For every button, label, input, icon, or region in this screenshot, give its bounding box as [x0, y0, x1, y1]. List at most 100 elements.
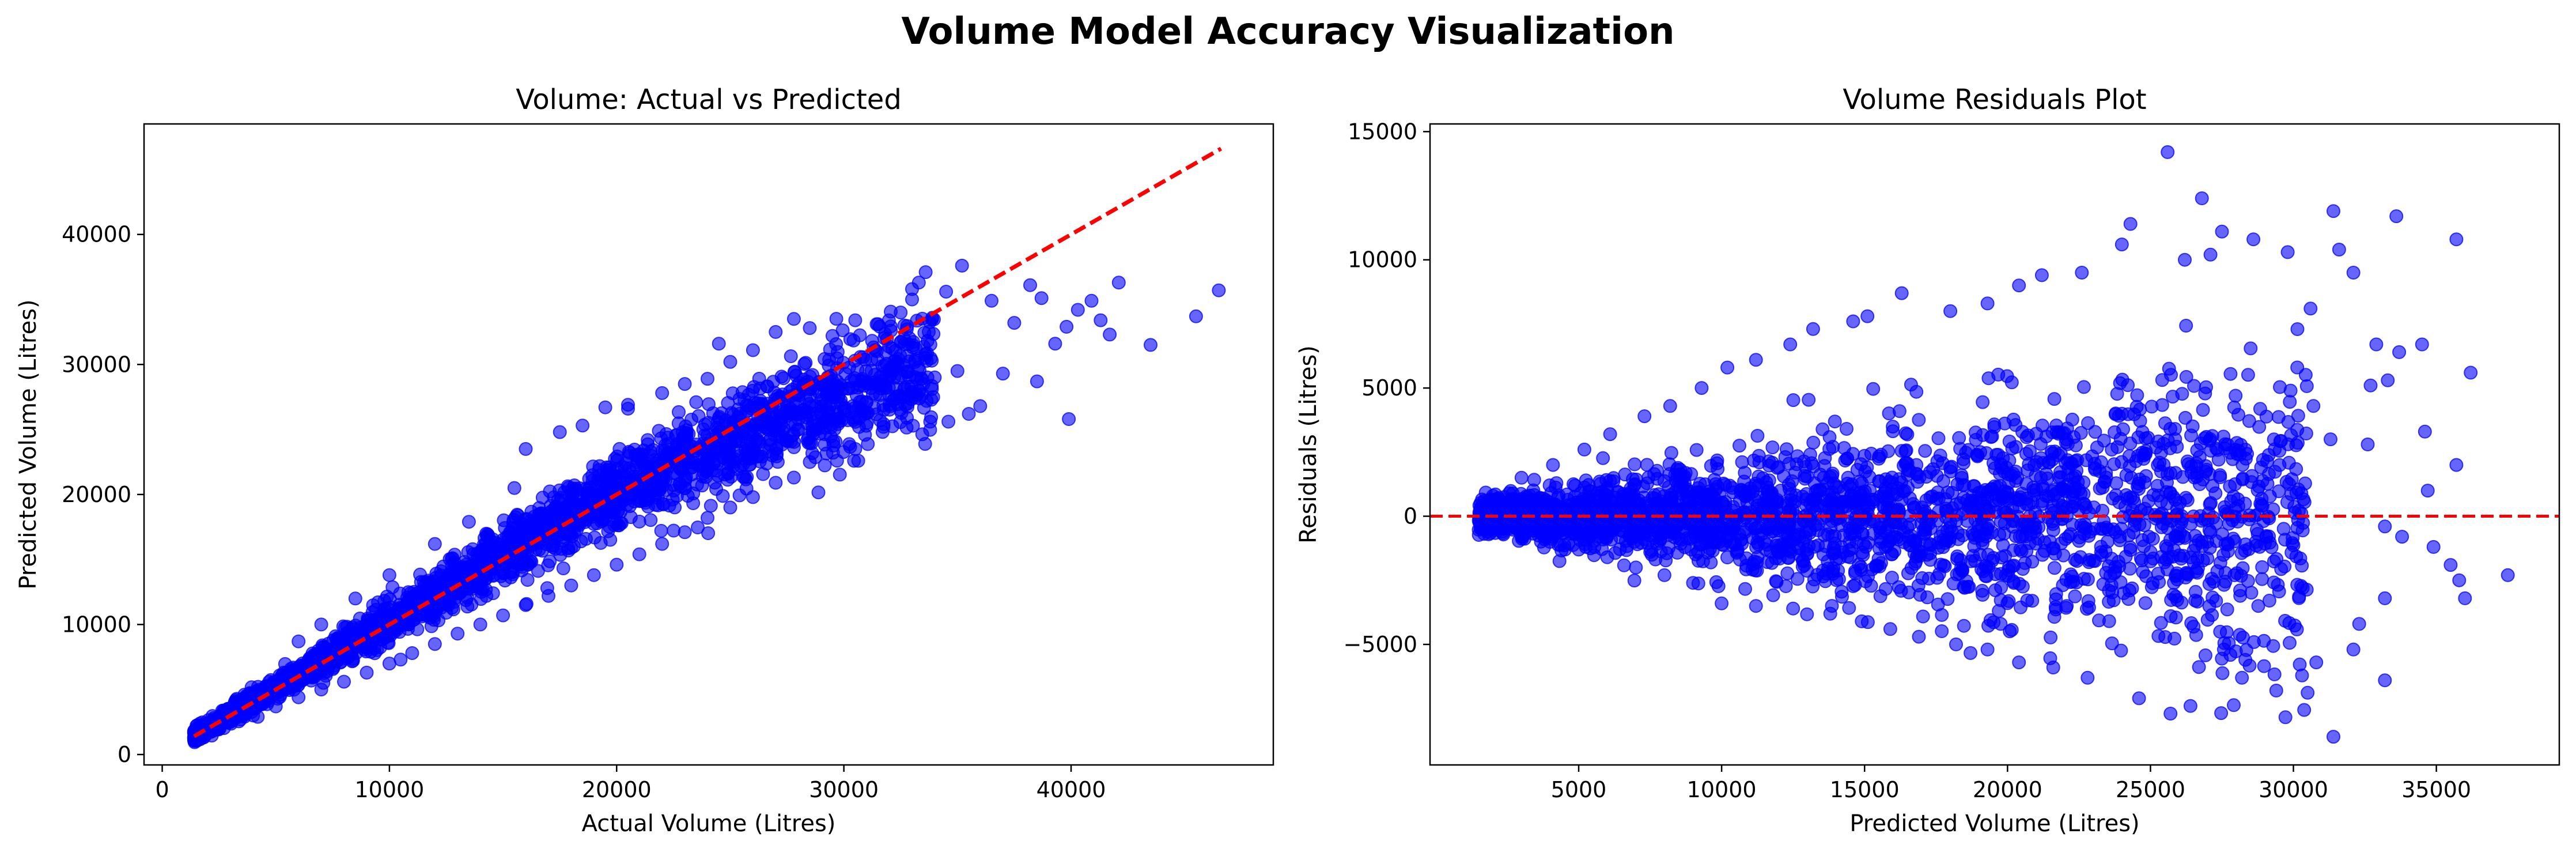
data-point — [2013, 530, 2027, 544]
data-point — [746, 429, 760, 443]
data-point — [1212, 283, 1226, 297]
data-point — [2081, 572, 2095, 587]
data-point — [799, 356, 813, 370]
data-point — [703, 499, 718, 513]
data-point — [789, 368, 803, 383]
data-point — [2103, 569, 2117, 583]
data-point — [1898, 426, 1913, 440]
data-point — [803, 455, 817, 469]
data-point — [873, 374, 888, 388]
data-point — [1822, 442, 1837, 456]
data-point — [2098, 475, 2112, 489]
data-point — [1007, 316, 1022, 330]
data-point — [2255, 572, 2269, 586]
data-point — [507, 481, 521, 495]
data-point — [1840, 422, 1853, 436]
data-point — [825, 329, 839, 343]
data-point — [405, 597, 419, 611]
data-point — [1873, 474, 1887, 488]
data-point — [413, 567, 428, 582]
data-point — [1806, 579, 1820, 594]
data-point — [2231, 408, 2245, 422]
data-point — [1873, 589, 1887, 604]
data-point — [2157, 436, 2171, 451]
data-point — [1779, 579, 1793, 593]
data-point — [1800, 607, 1814, 621]
data-point — [346, 620, 360, 635]
data-point — [2180, 493, 2195, 507]
data-point — [1822, 488, 1836, 503]
data-point — [2189, 628, 2203, 642]
data-point — [587, 568, 601, 582]
data-point — [2298, 368, 2313, 382]
data-point — [2123, 490, 2138, 504]
data-point — [2268, 465, 2282, 479]
data-point — [829, 412, 843, 427]
data-point — [850, 363, 865, 377]
data-point — [428, 637, 442, 651]
data-point — [851, 454, 865, 468]
data-point — [2256, 452, 2270, 467]
data-point — [746, 490, 760, 504]
data-point — [564, 578, 578, 593]
data-point — [1918, 444, 1932, 458]
data-point — [556, 561, 570, 575]
data-point — [360, 665, 374, 680]
data-point — [860, 395, 874, 409]
data-point — [2035, 548, 2049, 562]
data-point — [2047, 392, 2061, 406]
data-point — [1920, 590, 1934, 605]
data-point — [1935, 624, 1949, 638]
data-point — [861, 437, 875, 451]
data-point — [2109, 476, 2123, 491]
data-point — [2110, 387, 2124, 401]
data-point — [906, 418, 920, 433]
data-point — [2086, 554, 2101, 568]
data-point — [1838, 454, 1852, 467]
data-point — [678, 377, 692, 391]
data-point — [2041, 489, 2056, 504]
data-point — [632, 514, 646, 529]
data-point — [1704, 555, 1718, 570]
data-point — [610, 557, 624, 572]
x-tick-label: 30000 — [809, 777, 879, 802]
data-point — [1976, 395, 1990, 409]
data-point — [803, 436, 817, 450]
data-point — [1752, 448, 1766, 463]
data-point — [882, 402, 897, 417]
data-point — [1833, 511, 1847, 525]
data-point — [1904, 378, 1918, 392]
data-point — [1803, 447, 1817, 462]
data-point — [2151, 629, 2166, 643]
data-point — [1071, 303, 1085, 317]
data-point — [905, 282, 919, 296]
data-point — [2141, 431, 2155, 445]
data-point — [2244, 341, 2258, 356]
data-point — [718, 413, 733, 427]
data-point — [508, 556, 523, 570]
data-point — [2047, 561, 2061, 575]
data-point — [2076, 380, 2091, 394]
data-point — [2139, 469, 2153, 483]
data-point — [1709, 575, 1723, 589]
x-axis-label: Actual Volume (Litres) — [582, 810, 836, 837]
data-point — [973, 399, 988, 413]
data-point — [405, 646, 419, 660]
x-axis-ticks: 0 10000 20000 30000 40000 — [155, 765, 1106, 802]
data-point — [2200, 613, 2215, 627]
data-point — [985, 293, 998, 308]
data-point — [1882, 406, 1896, 421]
data-point — [712, 337, 726, 351]
data-point — [1848, 566, 1862, 580]
data-point — [916, 377, 930, 391]
data-point — [1898, 444, 1913, 458]
data-point — [2158, 416, 2172, 431]
x-tick-label: 0 — [155, 777, 169, 802]
data-point — [2214, 706, 2229, 721]
data-point — [448, 591, 463, 605]
data-point — [542, 589, 555, 603]
data-point — [1802, 393, 1816, 407]
data-point — [837, 402, 851, 416]
data-point — [2236, 631, 2250, 644]
